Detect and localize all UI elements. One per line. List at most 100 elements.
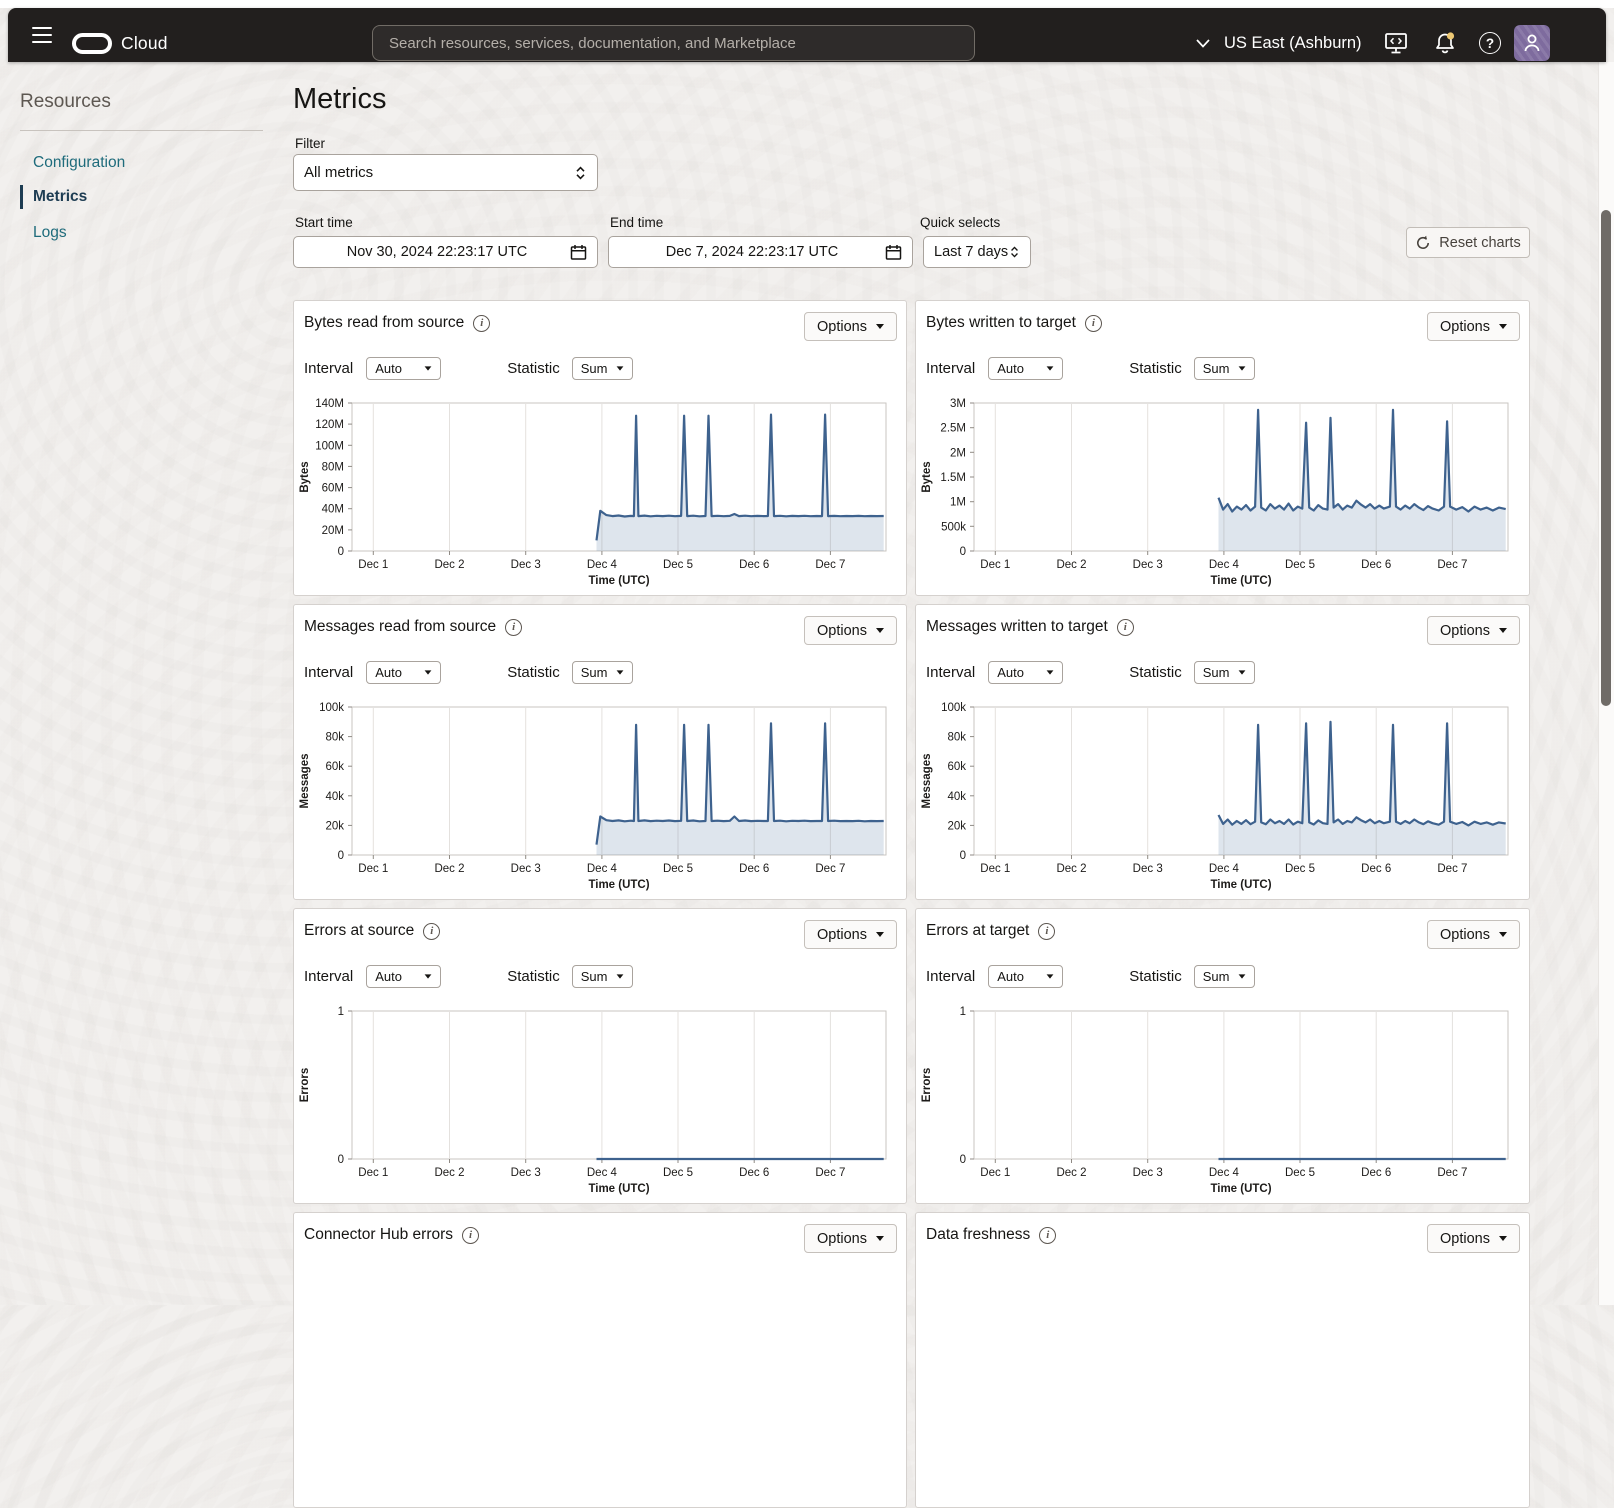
chart-options-button[interactable]: Options [804, 920, 897, 949]
statistic-select[interactable]: Sum [571, 965, 633, 988]
chart-title: Messages written to target [926, 618, 1108, 635]
avatar[interactable] [1514, 25, 1550, 61]
svg-text:100M: 100M [315, 440, 344, 452]
oracle-logo-icon[interactable] [72, 33, 112, 54]
interval-label: Interval [926, 664, 976, 681]
brand-label: Cloud [121, 33, 168, 53]
metric-chart[interactable]: Dec 1 Dec 2 Dec 3 Dec 4 Dec 5 Dec 6 Dec 7 0 500k… [916, 395, 1514, 591]
menu-icon[interactable] [32, 27, 52, 43]
start-time-value: Nov 30, 2024 22:23:17 UTC [346, 244, 528, 260]
svg-text:Bytes: Bytes [921, 461, 933, 492]
chart-options-button[interactable]: Options [1427, 616, 1520, 645]
info-icon[interactable]: i [1084, 314, 1102, 332]
svg-text:2.5M: 2.5M [940, 423, 966, 435]
quick-selects-label: Quick selects [920, 215, 1001, 230]
info-icon[interactable]: i [423, 922, 441, 940]
interval-select[interactable]: Auto [366, 661, 442, 684]
metric-chart[interactable]: Dec 1 Dec 2 Dec 3 Dec 4 Dec 5 Dec 6 Dec 7 0 1 Err… [294, 1003, 892, 1199]
statistic-select[interactable]: Sum [1193, 661, 1255, 684]
info-icon[interactable]: i [462, 1226, 480, 1244]
sidebar-item-logs[interactable]: Logs [33, 224, 67, 241]
caret-down-icon [1046, 670, 1054, 675]
svg-text:Dec 4: Dec 4 [587, 863, 618, 875]
interval-select[interactable]: Auto [988, 661, 1064, 684]
svg-text:Dec 7: Dec 7 [1437, 863, 1467, 875]
metric-chart[interactable]: Dec 1 Dec 2 Dec 3 Dec 4 Dec 5 Dec 6 Dec 7 0 20k 4… [916, 699, 1514, 895]
global-search[interactable] [372, 25, 975, 61]
caret-down-icon [424, 670, 432, 675]
search-input[interactable] [387, 33, 960, 53]
statistic-select[interactable]: Sum [571, 661, 633, 684]
svg-text:Dec 1: Dec 1 [358, 559, 388, 571]
statistic-label: Statistic [1129, 664, 1182, 681]
region-label: US East (Ashburn) [1224, 33, 1362, 52]
svg-text:Dec 7: Dec 7 [815, 1167, 845, 1179]
filter-select[interactable]: All metrics [293, 154, 598, 191]
stepper-icon [1011, 246, 1018, 258]
chart-title: Messages read from source [304, 618, 497, 635]
top-bar: Cloud US East (Ashburn) ? [8, 8, 1606, 62]
metric-card: Data freshness i Options Interval Auto S… [915, 1212, 1530, 1508]
help-icon[interactable]: ? [1477, 30, 1503, 56]
interval-select[interactable]: Auto [988, 965, 1064, 988]
chart-title: Bytes written to target [926, 314, 1076, 331]
svg-text:1: 1 [338, 1006, 344, 1018]
refresh-icon [1417, 235, 1430, 249]
svg-text:Dec 1: Dec 1 [980, 863, 1010, 875]
caret-down-icon [1238, 366, 1246, 371]
start-time-input[interactable]: Nov 30, 2024 22:23:17 UTC [293, 236, 598, 268]
metric-chart[interactable]: Dec 1 Dec 2 Dec 3 Dec 4 Dec 5 Dec 6 Dec 7 0 20k 4… [294, 699, 892, 895]
quick-selects-select[interactable]: Last 7 days [923, 236, 1031, 268]
metric-chart[interactable]: Dec 1 Dec 2 Dec 3 Dec 4 Dec 5 Dec 6 Dec 7 0 1 Err… [916, 1003, 1514, 1199]
svg-text:20k: 20k [947, 820, 966, 832]
svg-text:Time (UTC): Time (UTC) [588, 1183, 649, 1195]
interval-select[interactable]: Auto [988, 357, 1064, 380]
svg-text:100k: 100k [319, 702, 344, 714]
statistic-select[interactable]: Sum [1193, 965, 1255, 988]
notifications-icon[interactable] [1432, 30, 1458, 56]
chart-options-button[interactable]: Options [804, 1224, 897, 1253]
caret-down-icon [1499, 1236, 1507, 1241]
info-icon[interactable]: i [1039, 1226, 1057, 1244]
svg-text:0: 0 [960, 850, 966, 862]
chart-options-button[interactable]: Options [1427, 312, 1520, 341]
chart-options-button[interactable]: Options [804, 616, 897, 645]
sidebar-item-configuration[interactable]: Configuration [33, 154, 126, 171]
region-selector[interactable]: US East (Ashburn) [1196, 25, 1362, 61]
cloud-shell-icon[interactable] [1383, 30, 1409, 56]
info-icon[interactable]: i [473, 314, 491, 332]
interval-label: Interval [926, 360, 976, 377]
svg-text:40M: 40M [322, 504, 344, 516]
svg-text:3M: 3M [950, 398, 966, 410]
interval-select[interactable]: Auto [366, 357, 442, 380]
statistic-label: Statistic [507, 968, 560, 985]
statistic-select[interactable]: Sum [571, 357, 633, 380]
reset-charts-button[interactable]: Reset charts [1406, 227, 1530, 258]
chart-options-button[interactable]: Options [804, 312, 897, 341]
interval-select[interactable]: Auto [366, 965, 442, 988]
start-time-label: Start time [295, 215, 353, 230]
sidebar-item-metrics[interactable]: Metrics [20, 185, 250, 209]
caret-down-icon [424, 366, 432, 371]
svg-text:Dec 4: Dec 4 [587, 1167, 618, 1179]
svg-text:120M: 120M [315, 419, 344, 431]
statistic-select[interactable]: Sum [1193, 357, 1255, 380]
svg-text:0: 0 [338, 1154, 344, 1166]
end-time-input[interactable]: Dec 7, 2024 22:23:17 UTC [608, 236, 913, 268]
metric-card: Messages read from source i Options Inte… [293, 604, 907, 900]
caret-down-icon [1499, 628, 1507, 633]
chart-options-button[interactable]: Options [1427, 1224, 1520, 1253]
info-icon[interactable]: i [1116, 618, 1134, 636]
svg-text:Bytes: Bytes [299, 461, 311, 492]
chart-title: Data freshness [926, 1226, 1031, 1243]
chart-options-button[interactable]: Options [1427, 920, 1520, 949]
metric-chart[interactable]: Dec 1 Dec 2 Dec 3 Dec 4 Dec 5 Dec 6 Dec 7 0 20M 4… [294, 395, 892, 591]
filter-label: Filter [295, 136, 325, 151]
scrollbar-thumb[interactable] [1601, 210, 1611, 706]
svg-text:Dec 1: Dec 1 [980, 559, 1010, 571]
svg-text:Dec 3: Dec 3 [511, 863, 541, 875]
svg-text:Messages: Messages [921, 754, 933, 809]
info-icon[interactable]: i [505, 618, 523, 636]
filter-value: All metrics [304, 164, 374, 181]
info-icon[interactable]: i [1038, 922, 1056, 940]
